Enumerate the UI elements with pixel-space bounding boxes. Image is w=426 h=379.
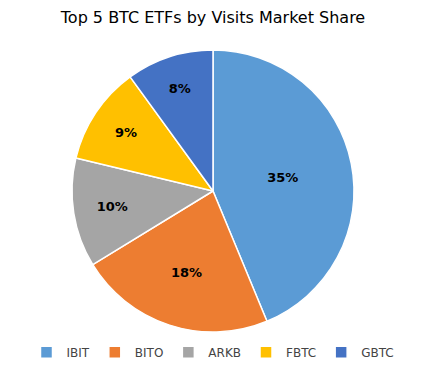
svg-text:GBTC: GBTC <box>361 346 394 360</box>
svg-text:BITO: BITO <box>135 346 164 360</box>
svg-text:8%: 8% <box>169 81 191 96</box>
svg-text:10%: 10% <box>97 199 128 214</box>
svg-text:Top 5 BTC ETFs by Visits Marke: Top 5 BTC ETFs by Visits Market Share <box>60 8 365 27</box>
svg-text:9%: 9% <box>115 125 137 140</box>
svg-text:35%: 35% <box>267 170 298 185</box>
svg-text:ARKB: ARKB <box>208 346 241 360</box>
svg-text:18%: 18% <box>171 265 202 280</box>
svg-text:IBIT: IBIT <box>67 346 90 360</box>
svg-text:FBTC: FBTC <box>286 346 316 360</box>
